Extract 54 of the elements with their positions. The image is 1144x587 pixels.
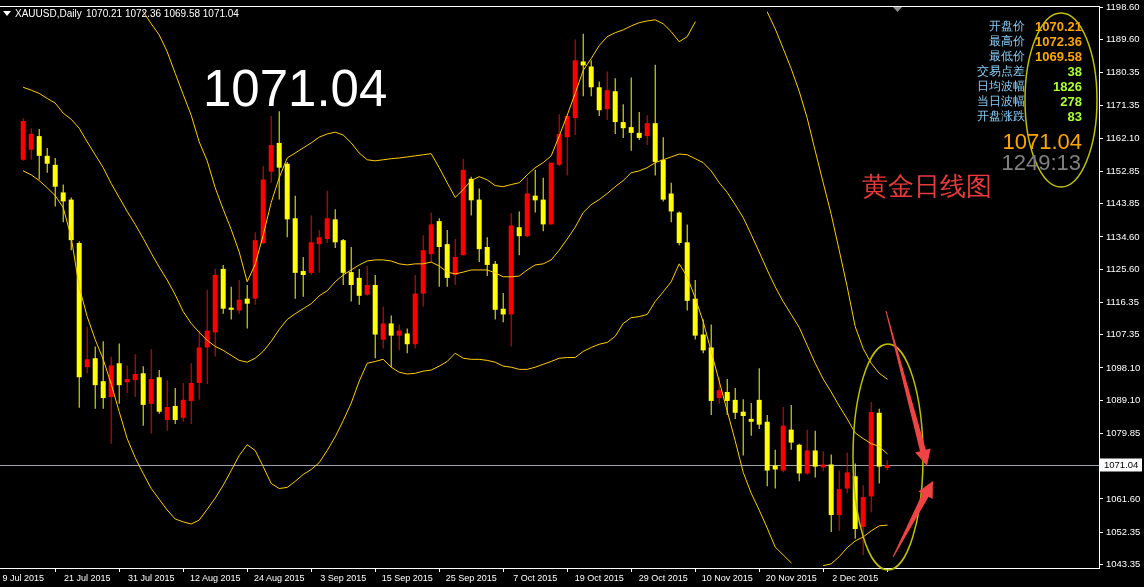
y-tick-label: 1079.85	[1106, 427, 1141, 439]
candlestick	[228, 286, 234, 320]
x-tick-label: 9 Jul 2015	[2, 572, 44, 583]
ref-line-label: 1071.04	[1104, 459, 1139, 471]
annotation: 黄金日线图	[862, 171, 992, 201]
x-tick-label: 19 Oct 2015	[574, 572, 624, 583]
y-tick-label: 1152.85	[1106, 165, 1140, 177]
y-tick-label: 1098.10	[1106, 361, 1141, 373]
x-tick-label: 25 Sep 2015	[445, 572, 497, 583]
x-tick-label: 29 Oct 2015	[638, 572, 688, 583]
y-tick-label: 1180.35	[1106, 66, 1140, 78]
candlestick	[300, 257, 306, 297]
y-tick-label: 1089.10	[1106, 393, 1141, 405]
annotation: 1071.04	[203, 60, 388, 117]
candlestick	[748, 403, 754, 436]
y-tick-label: 1171.35	[1106, 98, 1140, 110]
x-tick-label: 20 Nov 2015	[765, 572, 817, 583]
x-tick-label: 24 Aug 2015	[253, 572, 305, 583]
y-tick-label: 1125.60	[1106, 262, 1140, 274]
text: 38	[1067, 64, 1082, 79]
y-tick-label: 1189.60	[1106, 33, 1140, 45]
text: 开盘涨跌	[977, 109, 1025, 124]
x-tick-label: 21 Jul 2015	[63, 572, 111, 583]
y-tick-label: 1116.35	[1106, 296, 1139, 308]
y-tick-label: 1061.60	[1106, 492, 1141, 504]
y-tick-label: 1043.35	[1106, 558, 1141, 570]
text: 最高价	[989, 34, 1025, 49]
text: 1069.58	[1035, 49, 1082, 64]
text: 83	[1067, 109, 1082, 124]
chart-subtitle: 1070.21 1072.36 1069.58 1071.04	[86, 8, 239, 19]
text: 1826	[1053, 79, 1082, 94]
candlestick	[740, 399, 746, 456]
x-tick-label: 31 Jul 2015	[127, 572, 175, 583]
y-tick-label: 1107.35	[1106, 328, 1140, 340]
text: 最低价	[989, 49, 1025, 64]
text: 1072.36	[1035, 34, 1082, 49]
x-tick-label: 15 Sep 2015	[381, 572, 433, 583]
chart-title: XAUUSD,Daily	[15, 8, 82, 19]
text: 278	[1060, 94, 1082, 109]
text: 开盘价	[989, 19, 1025, 34]
x-tick-label: 12 Aug 2015	[189, 572, 241, 583]
y-tick-label: 1052.35	[1106, 525, 1141, 537]
y-tick-label: 1143.85	[1106, 197, 1140, 209]
x-tick-label: 3 Sep 2015	[320, 572, 367, 583]
text: 日均波幅	[977, 79, 1025, 94]
x-tick-label: 10 Nov 2015	[701, 572, 753, 583]
x-tick-label: 2 Dec 2015	[832, 572, 879, 583]
y-tick-label: 1162.10	[1106, 131, 1140, 143]
y-tick-label: 1134.60	[1106, 230, 1140, 242]
y-tick-label: 1198.60	[1106, 0, 1140, 12]
x-tick-label: 7 Oct 2015	[513, 572, 558, 583]
candlestick	[628, 77, 634, 151]
text: 当日波幅	[977, 94, 1025, 109]
text: 交易点差	[977, 64, 1025, 79]
